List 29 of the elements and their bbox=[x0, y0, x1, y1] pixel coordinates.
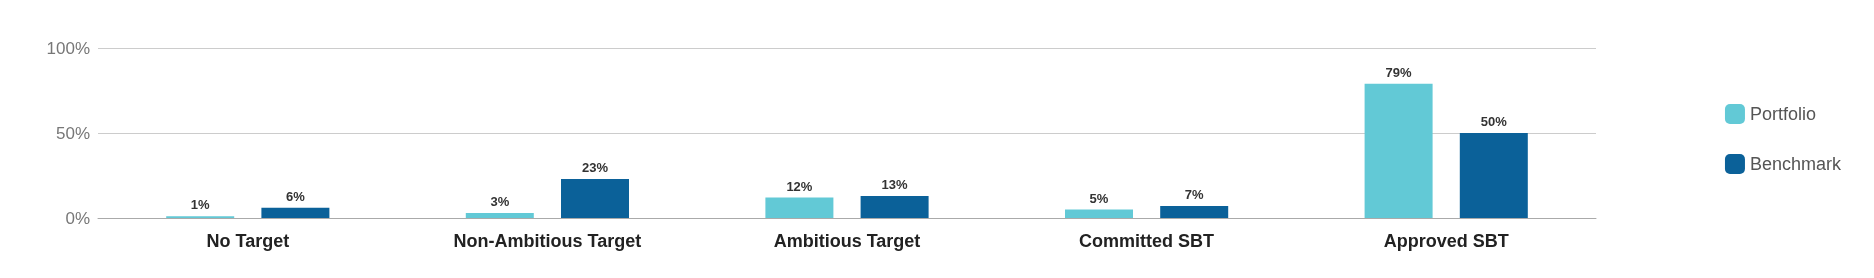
y-tick-label: 0% bbox=[65, 208, 90, 228]
data-label: 3% bbox=[490, 193, 510, 209]
x-tick-label: Non-Ambitious Target bbox=[453, 231, 642, 251]
legend-label: Portfolio bbox=[1749, 104, 1817, 124]
bar bbox=[765, 197, 834, 218]
data-label: 1% bbox=[190, 197, 211, 213]
bar bbox=[261, 207, 330, 218]
data-label: 12% bbox=[786, 178, 813, 194]
x-tick-label: No Target bbox=[206, 231, 290, 251]
bar bbox=[860, 195, 929, 218]
data-label: 23% bbox=[581, 159, 609, 175]
data-label: 50% bbox=[1480, 114, 1508, 129]
x-tick-label: Ambitious Target bbox=[773, 231, 921, 251]
bar bbox=[465, 212, 534, 218]
x-tick-label: Committed SBT bbox=[1079, 231, 1215, 251]
y-tick-label: 50% bbox=[55, 123, 90, 143]
bar bbox=[1459, 133, 1528, 218]
data-label: 79% bbox=[1385, 64, 1413, 80]
y-tick-label: 100% bbox=[46, 38, 90, 58]
x-tick-label: Approved SBT bbox=[1383, 231, 1509, 251]
data-label: 6% bbox=[286, 188, 306, 204]
bar bbox=[1065, 209, 1133, 218]
bar bbox=[561, 178, 629, 218]
data-label: 13% bbox=[881, 176, 909, 192]
bar bbox=[1160, 206, 1229, 218]
legend-label: Benchmark bbox=[1749, 154, 1842, 174]
bar bbox=[1364, 83, 1433, 218]
data-label: 5% bbox=[1089, 190, 1109, 206]
data-label: 7% bbox=[1184, 187, 1205, 203]
